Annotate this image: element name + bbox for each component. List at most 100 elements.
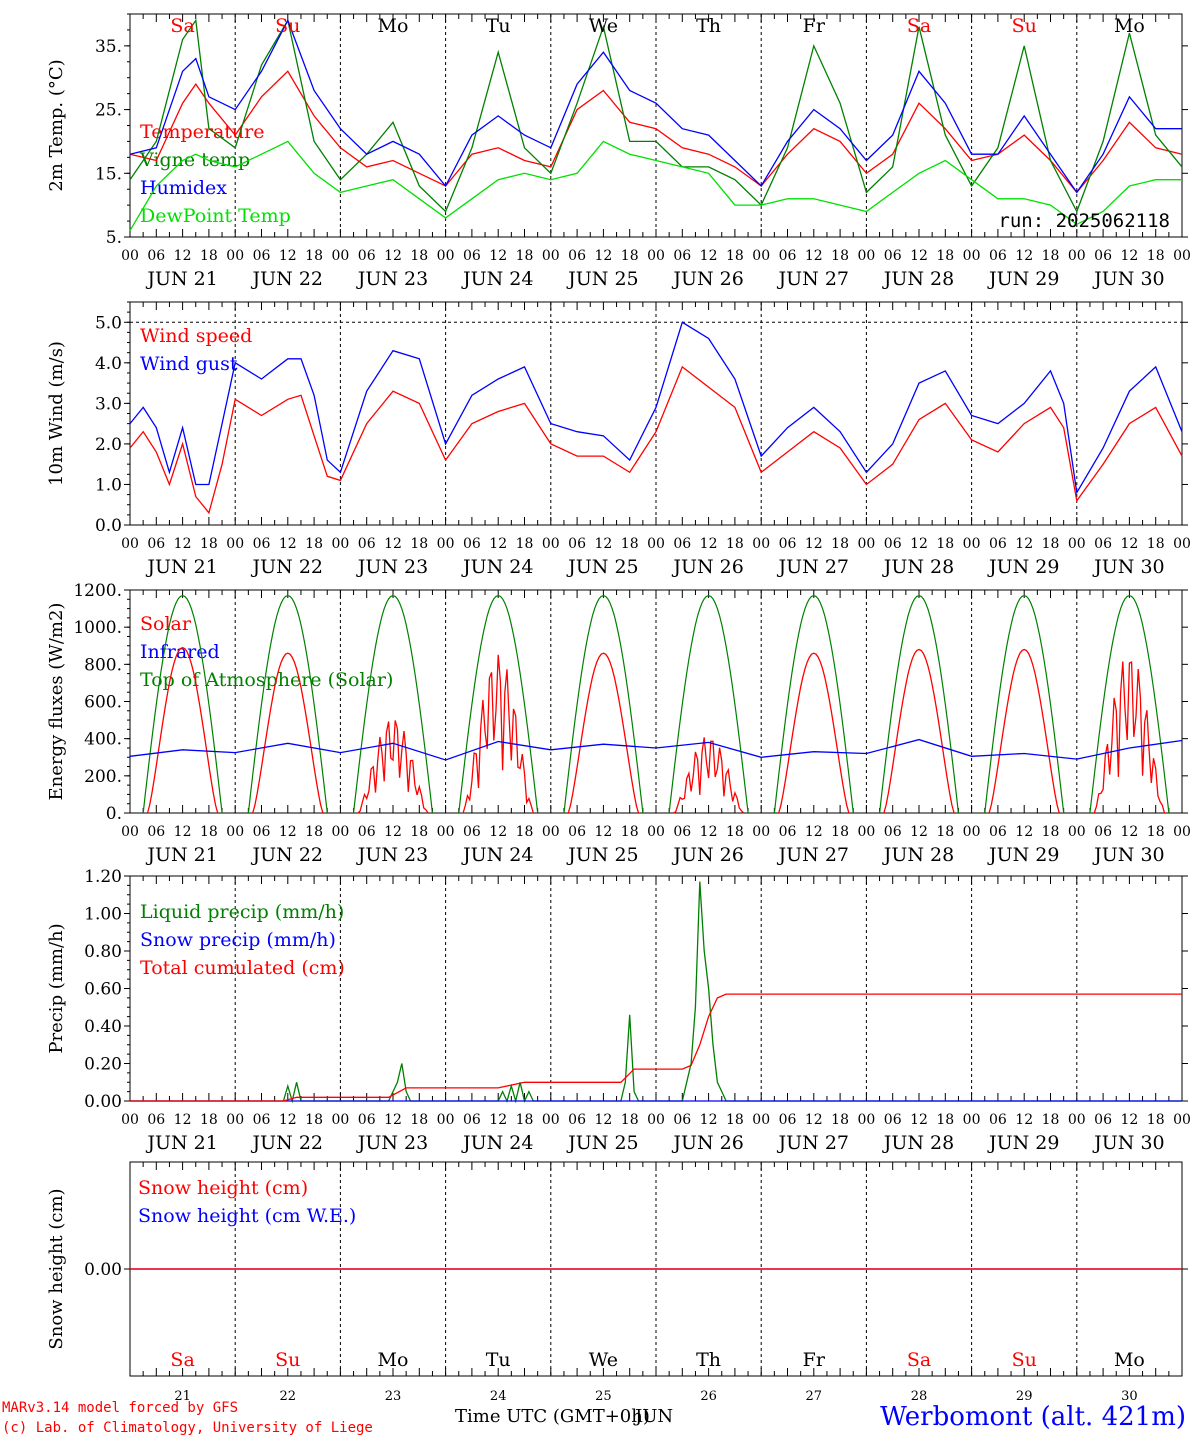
hour-tick-label: 12 (805, 536, 823, 552)
hour-tick-label: 00 (542, 536, 560, 552)
legend-entry: Top of Atmosphere (Solar) (140, 669, 393, 691)
y-tick-label: 2.0 (95, 435, 122, 455)
hour-tick-label: 06 (358, 824, 376, 840)
y-tick-label: 800. (84, 655, 122, 675)
day-label: JUN 21 (145, 556, 217, 578)
y-tick-label: 0.80 (84, 942, 122, 962)
day-label: JUN 24 (461, 556, 533, 578)
solar-curve-day-9 (988, 648, 1060, 814)
hour-tick-label: 12 (174, 824, 192, 840)
hour-tick-label: 18 (305, 824, 323, 840)
hour-tick-label: 18 (1042, 536, 1060, 552)
hour-tick-label: 12 (174, 1112, 192, 1128)
hour-tick-label: 00 (542, 248, 560, 264)
hour-tick-label: 18 (305, 1112, 323, 1128)
hour-tick-label: 06 (253, 824, 271, 840)
weekday-label: Tu (486, 1349, 511, 1371)
day-label: JUN 24 (461, 844, 533, 866)
day-label: JUN 23 (356, 556, 428, 578)
weekday-label: Th (696, 1349, 721, 1371)
hour-tick-label: 00 (331, 536, 349, 552)
hour-tick-label: 06 (989, 824, 1007, 840)
hour-tick-label: 18 (831, 1112, 849, 1128)
hour-tick-label: 18 (410, 1112, 428, 1128)
day-label: JUN 29 (987, 1132, 1059, 1154)
series-wind-gust (129, 321, 1183, 495)
hour-tick-label: 00 (437, 248, 455, 264)
hour-tick-label: 00 (542, 824, 560, 840)
day-label: JUN 26 (671, 268, 743, 290)
legend-entry: Wind speed (140, 325, 252, 347)
toa-solar-curve-day-7 (773, 594, 854, 814)
hour-tick-label: 18 (410, 824, 428, 840)
bottom-date-label: 28 (911, 1389, 928, 1404)
day-label: JUN 30 (1092, 844, 1164, 866)
hour-tick-label: 12 (805, 248, 823, 264)
panel-frame-2 (129, 589, 1183, 814)
hour-tick-label: 00 (963, 248, 981, 264)
day-label: JUN 22 (251, 268, 323, 290)
y-tick-label: 5.0 (95, 313, 122, 333)
hour-tick-label: 18 (621, 824, 639, 840)
hour-tick-label: 06 (253, 1112, 271, 1128)
y-tick-label: 600. (84, 693, 122, 713)
hour-tick-label: 18 (621, 536, 639, 552)
hour-tick-label: 06 (989, 1112, 1007, 1128)
hour-tick-label: 06 (884, 1112, 902, 1128)
y-tick-label: 0.0 (95, 516, 122, 536)
hour-tick-label: 12 (1120, 824, 1138, 840)
y-axis-label: 2m Temp. (°C) (46, 59, 67, 191)
day-label: JUN 22 (251, 556, 323, 578)
hour-tick-label: 00 (857, 536, 875, 552)
day-label: JUN 25 (566, 556, 638, 578)
toa-solar-curve-day-2 (247, 594, 328, 814)
hour-tick-label: 06 (673, 824, 691, 840)
hour-tick-label: 06 (463, 248, 481, 264)
day-label: JUN 28 (882, 268, 954, 290)
weekday-label: Fr (803, 15, 826, 37)
run-label: run: 2025062118 (998, 210, 1170, 232)
hour-tick-label: 00 (857, 1112, 875, 1128)
weekday-label: Su (275, 1349, 300, 1371)
hour-tick-label: 00 (752, 1112, 770, 1128)
y-tick-label: 1000. (73, 618, 122, 638)
hour-tick-label: 18 (516, 824, 534, 840)
hour-tick-label: 12 (384, 824, 402, 840)
weekday-label: Mo (1114, 15, 1145, 37)
hour-tick-label: 00 (1173, 248, 1191, 264)
bottom-date-label: 24 (490, 1389, 507, 1404)
day-label: JUN 29 (987, 556, 1059, 578)
toa-solar-curve-day-5 (563, 594, 644, 814)
toa-solar-curve-day-3 (352, 594, 433, 814)
bottom-date-label: 29 (1016, 1389, 1033, 1404)
hour-tick-label: 12 (594, 824, 612, 840)
weekday-label: Sa (170, 15, 194, 37)
solar-curve-day-10 (1093, 661, 1166, 814)
hour-tick-label: 18 (936, 248, 954, 264)
y-tick-label: 25. (95, 101, 122, 121)
hour-tick-label: 00 (121, 248, 139, 264)
hour-tick-label: 12 (700, 824, 718, 840)
hour-tick-label: 00 (331, 824, 349, 840)
toa-solar-curve-day-8 (879, 594, 959, 814)
weekday-label: We (589, 1349, 618, 1371)
day-label: JUN 23 (356, 1132, 428, 1154)
y-tick-label: 1.00 (84, 905, 122, 925)
hour-tick-label: 18 (726, 536, 744, 552)
hour-tick-label: 06 (463, 824, 481, 840)
day-label: JUN 24 (461, 1132, 533, 1154)
hour-tick-label: 18 (516, 536, 534, 552)
hour-tick-label: 00 (1068, 536, 1086, 552)
hour-tick-label: 18 (1042, 248, 1060, 264)
y-tick-label: 1.20 (84, 867, 122, 887)
toa-solar-curve-day-4 (458, 594, 539, 814)
legend-entry: Temperature (140, 121, 264, 143)
day-label: JUN 22 (251, 844, 323, 866)
bottom-date-label: 26 (700, 1389, 717, 1404)
weekday-label: Sa (907, 1349, 931, 1371)
hour-tick-label: 12 (594, 1112, 612, 1128)
hour-tick-label: 18 (1147, 824, 1165, 840)
weekday-label: Fr (803, 1349, 826, 1371)
hour-tick-label: 12 (384, 536, 402, 552)
hour-tick-label: 00 (121, 824, 139, 840)
